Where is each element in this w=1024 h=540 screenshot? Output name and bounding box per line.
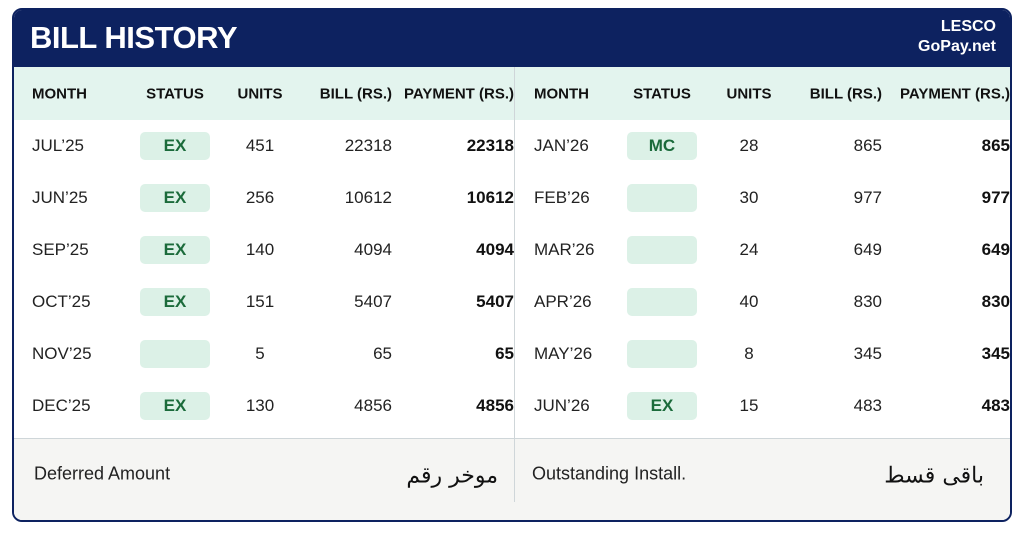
month-cell: FEB’26 [534,188,590,207]
units-cell: 151 [245,292,275,311]
status-badge [627,236,697,264]
status-badge: EX [140,184,210,212]
bill-cell: 649 [853,240,882,259]
bill-cell: 977 [853,188,882,207]
column-header: PAYMENT (RS.) [899,85,1010,103]
status-badge: EX [140,132,210,160]
status-badge [627,288,697,316]
footer-label: Outstanding Install. [532,463,687,484]
footer-urdu: باقی قسط [884,463,984,489]
bill-cell: 4094 [354,240,392,259]
header: BILL HISTORY LESCO GoPay.net [14,10,1010,67]
site: GoPay.net [918,38,996,55]
bill-cell: 830 [853,292,882,311]
bill-history-card: BILL HISTORY LESCO GoPay.net MONTH STATUS… [12,8,1012,522]
units-cell: 451 [245,136,275,155]
units-cell: 28 [739,136,759,155]
units-cell: 140 [245,240,275,259]
bill-cell: 65 [373,344,392,363]
status-badge [627,184,697,212]
column-header: UNITS [726,85,772,103]
month-cell: DEC’25 [32,396,91,415]
month-cell: SEP’25 [32,240,89,259]
payment-cell: 4856 [476,396,514,415]
footer-label: Deferred Amount [34,463,171,484]
payment-cell: 5407 [476,292,514,311]
divider [514,67,515,502]
units-cell: 30 [739,188,759,207]
brand: LESCO [940,18,996,35]
column-header: PAYMENT (RS.) [403,85,514,103]
status-badge [140,340,210,368]
month-cell: JAN’26 [534,136,589,155]
bill-cell: 22318 [344,136,392,155]
column-header: STATUS [146,85,204,103]
bill-cell: 483 [853,396,882,415]
column-header: BILL (RS.) [319,85,392,103]
status-badge: EX [627,392,697,420]
units-cell: 15 [739,396,759,415]
payment-cell: 345 [981,344,1010,363]
status-badge: MC [627,132,697,160]
status-badge: EX [140,288,210,316]
payment-cell: 10612 [466,188,514,207]
column-header: UNITS [237,85,283,103]
status-badge: EX [140,392,210,420]
column-header: MONTH [32,85,87,103]
month-cell: APR’26 [534,292,592,311]
status-badge: EX [140,236,210,264]
month-cell: JUN’26 [534,396,590,415]
column-header-row [14,67,1010,120]
bill-cell: 865 [853,136,882,155]
units-cell: 40 [739,292,759,311]
units-cell: 130 [245,396,275,415]
units-cell: 24 [739,240,759,259]
footer-urdu: موخر رقم [406,463,498,489]
payment-cell: 483 [981,396,1010,415]
column-header: BILL (RS.) [809,85,882,103]
payment-cell: 977 [981,188,1010,207]
status-badge [627,340,697,368]
payment-cell: 865 [981,136,1010,155]
bill-cell: 345 [853,344,882,363]
month-cell: OCT’25 [32,292,91,311]
month-cell: MAY’26 [534,344,593,363]
month-cell: NOV’25 [32,344,92,363]
bill-cell: 5407 [354,292,392,311]
units-cell: 5 [255,344,265,363]
payment-cell: 4094 [476,240,514,259]
payment-cell: 22318 [466,136,514,155]
column-header: MONTH [534,85,589,103]
column-header: STATUS [633,85,691,103]
units-cell: 8 [744,344,754,363]
bill-cell: 10612 [344,188,392,207]
payment-cell: 65 [495,344,514,363]
payment-cell: 649 [981,240,1010,259]
title: BILL HISTORY [30,20,238,55]
payment-cell: 830 [981,292,1010,311]
month-cell: MAR’26 [534,240,595,259]
month-cell: JUN’25 [32,188,88,207]
month-cell: JUL’25 [32,136,84,155]
units-cell: 256 [245,188,275,207]
footer [14,438,1010,520]
bill-cell: 4856 [354,396,392,415]
